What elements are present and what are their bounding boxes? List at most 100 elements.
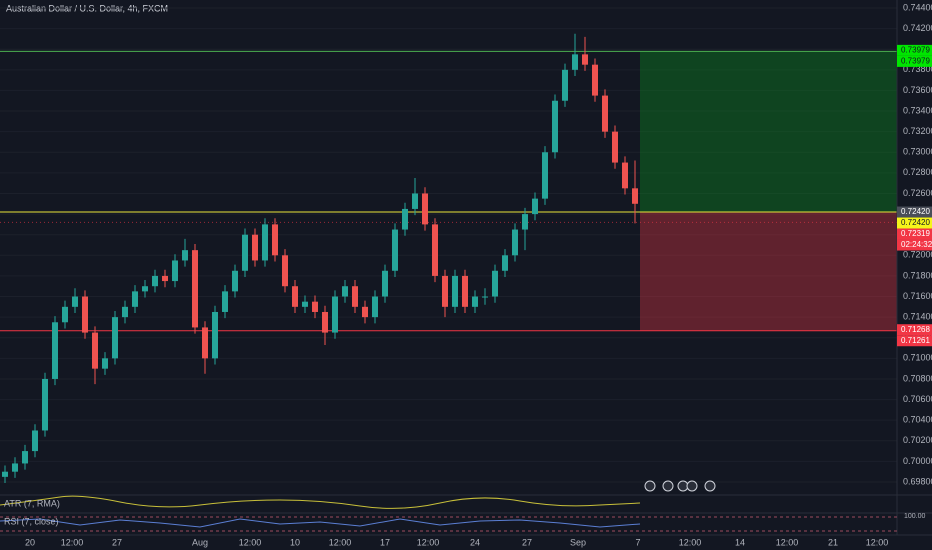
- candle-body: [242, 234, 248, 271]
- candle-body: [112, 317, 118, 359]
- candle-body: [282, 255, 288, 287]
- price-tag-label: 0.73979: [901, 45, 930, 54]
- candle-body: [372, 296, 378, 318]
- candle-body: [422, 193, 428, 225]
- x-tick-label: 12:00: [679, 537, 702, 547]
- candle-body: [612, 131, 618, 163]
- candle-body: [132, 291, 138, 307]
- candle-body: [272, 224, 278, 256]
- candle-body: [52, 322, 58, 379]
- x-tick-label: 12:00: [329, 537, 352, 547]
- x-tick-label: 7: [635, 537, 640, 547]
- price-tag-label: 0.72420: [901, 218, 930, 227]
- x-tick-label: Aug: [192, 537, 208, 547]
- candle-body: [142, 286, 148, 292]
- candle-body: [202, 327, 208, 359]
- price-tag: [897, 324, 932, 336]
- x-tick-label: 21: [828, 537, 838, 547]
- price-tag: [897, 239, 932, 251]
- candle-body: [122, 306, 128, 318]
- candle-body: [182, 250, 188, 261]
- price-tag-label: 0.71268: [901, 325, 930, 334]
- price-tag-label: 02:24:32: [901, 240, 932, 249]
- candle-body: [602, 95, 608, 132]
- candle-body: [262, 224, 268, 261]
- candle-body: [382, 270, 388, 297]
- candle-body: [432, 224, 438, 276]
- candle-body: [362, 306, 368, 318]
- indicator-label: RSI (7, close): [4, 516, 59, 526]
- candle-body: [212, 311, 218, 359]
- x-tick-label: 12:00: [866, 537, 889, 547]
- candle-body: [442, 275, 448, 307]
- candle-body: [12, 463, 18, 472]
- candle-body: [562, 69, 568, 101]
- candle-body: [492, 270, 498, 297]
- price-tag-label: 0.72420: [901, 207, 930, 216]
- candle-body: [232, 270, 238, 292]
- candle-body: [542, 152, 548, 199]
- position-tool: [0, 50, 897, 332]
- candle-body: [512, 229, 518, 256]
- price-tag: [897, 44, 932, 56]
- candle-body: [72, 296, 78, 307]
- candle-body: [32, 430, 38, 452]
- time-axis: 20 12:00 27 Aug 12:00 10 12:00 17 12:00 24 27 Sep 7 1…: [25, 537, 888, 547]
- x-tick-label: 12:00: [776, 537, 799, 547]
- candle-body: [332, 296, 338, 333]
- candle-body: [632, 188, 638, 204]
- x-tick-label: 20: [25, 537, 35, 547]
- candle-body: [412, 193, 418, 209]
- x-tick-label: 24: [470, 537, 480, 547]
- candle-body: [292, 286, 298, 307]
- profit-zone: [640, 51, 897, 213]
- event-icons: [644, 480, 716, 492]
- candle-body: [552, 100, 558, 153]
- candle-body: [462, 275, 468, 307]
- candle-body: [402, 208, 408, 230]
- candle-body: [312, 301, 318, 312]
- candle-body: [342, 286, 348, 297]
- x-tick-label: Sep: [570, 537, 586, 547]
- candle-body: [2, 471, 8, 477]
- x-tick-label: 12:00: [239, 537, 262, 547]
- candle-body: [452, 275, 458, 307]
- price-tag-label: 0.71261: [901, 336, 930, 345]
- candle-body: [192, 250, 198, 328]
- price-tag: [897, 55, 932, 67]
- candle-body: [392, 229, 398, 271]
- price-tag: [897, 335, 932, 347]
- price-tag: [897, 206, 932, 218]
- atr-line: [0, 495, 641, 509]
- candle-body: [172, 260, 178, 282]
- candle-body: [102, 358, 108, 369]
- candle-body: [592, 64, 598, 96]
- candle-body: [502, 255, 508, 271]
- x-tick-label: 14: [735, 537, 745, 547]
- candle-body: [92, 332, 98, 369]
- price-tag: [897, 228, 932, 240]
- loss-zone: [640, 212, 897, 331]
- candle-body: [62, 306, 68, 323]
- candle-body: [572, 54, 578, 70]
- candle-body: [222, 291, 228, 312]
- x-tick-label: 12:00: [61, 537, 84, 547]
- candle-body: [352, 286, 358, 307]
